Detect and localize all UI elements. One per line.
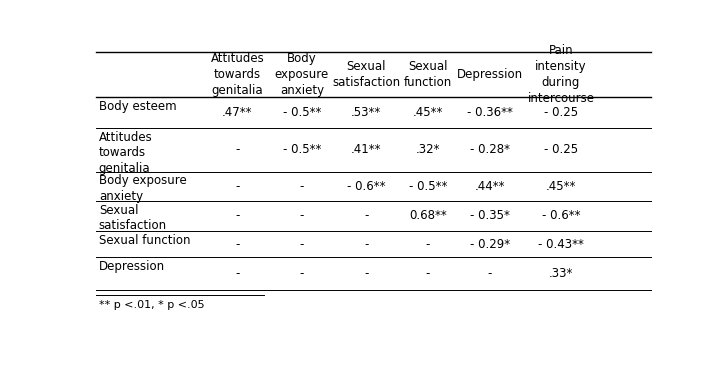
Text: Depression: Depression (456, 68, 523, 81)
Text: - 0.5**: - 0.5** (283, 143, 321, 156)
Text: Body exposure
anxiety: Body exposure anxiety (99, 174, 187, 203)
Text: Attitudes
towards
genitalia: Attitudes towards genitalia (210, 52, 265, 97)
Text: - 0.5**: - 0.5** (283, 106, 321, 119)
Text: Sexual function: Sexual function (99, 234, 190, 246)
Text: -: - (235, 180, 239, 193)
Text: -: - (300, 210, 304, 222)
Text: -: - (300, 267, 304, 280)
Text: - 0.36**: - 0.36** (466, 106, 513, 119)
Text: - 0.5**: - 0.5** (408, 180, 447, 193)
Text: .45**: .45** (413, 106, 443, 119)
Text: Body esteem: Body esteem (99, 100, 176, 113)
Text: .47**: .47** (222, 106, 253, 119)
Text: .45**: .45** (546, 180, 576, 193)
Text: -: - (364, 238, 369, 250)
Text: - 0.29*: - 0.29* (469, 238, 510, 250)
Text: - 0.43**: - 0.43** (538, 238, 584, 250)
Text: -: - (364, 267, 369, 280)
Text: - 0.6**: - 0.6** (347, 180, 385, 193)
Text: - 0.28*: - 0.28* (470, 143, 510, 156)
Text: -: - (364, 210, 369, 222)
Text: Sexual
satisfaction: Sexual satisfaction (99, 204, 167, 233)
Text: Pain
intensity
during
intercourse: Pain intensity during intercourse (528, 44, 594, 105)
Text: Depression: Depression (99, 260, 165, 273)
Text: -: - (235, 267, 239, 280)
Text: -: - (300, 238, 304, 250)
Text: .41**: .41** (351, 143, 382, 156)
Text: -: - (426, 267, 430, 280)
Text: .53**: .53** (351, 106, 382, 119)
Text: Sexual
function: Sexual function (404, 60, 452, 89)
Text: -: - (235, 238, 239, 250)
Text: - 0.25: - 0.25 (544, 143, 578, 156)
Text: -: - (300, 180, 304, 193)
Text: - 0.25: - 0.25 (544, 106, 578, 119)
Text: Body
exposure
anxiety: Body exposure anxiety (275, 52, 329, 97)
Text: 0.68**: 0.68** (409, 210, 447, 222)
Text: -: - (426, 238, 430, 250)
Text: .44**: .44** (474, 180, 505, 193)
Text: ** p <.01, * p <.05: ** p <.01, * p <.05 (99, 300, 205, 310)
Text: - 0.6**: - 0.6** (542, 210, 581, 222)
Text: -: - (487, 267, 492, 280)
Text: .33*: .33* (549, 267, 573, 280)
Text: Sexual
satisfaction: Sexual satisfaction (333, 60, 401, 89)
Text: .32*: .32* (416, 143, 440, 156)
Text: Attitudes
towards
genitalia: Attitudes towards genitalia (99, 131, 153, 175)
Text: -: - (235, 143, 239, 156)
Text: -: - (235, 210, 239, 222)
Text: - 0.35*: - 0.35* (470, 210, 510, 222)
